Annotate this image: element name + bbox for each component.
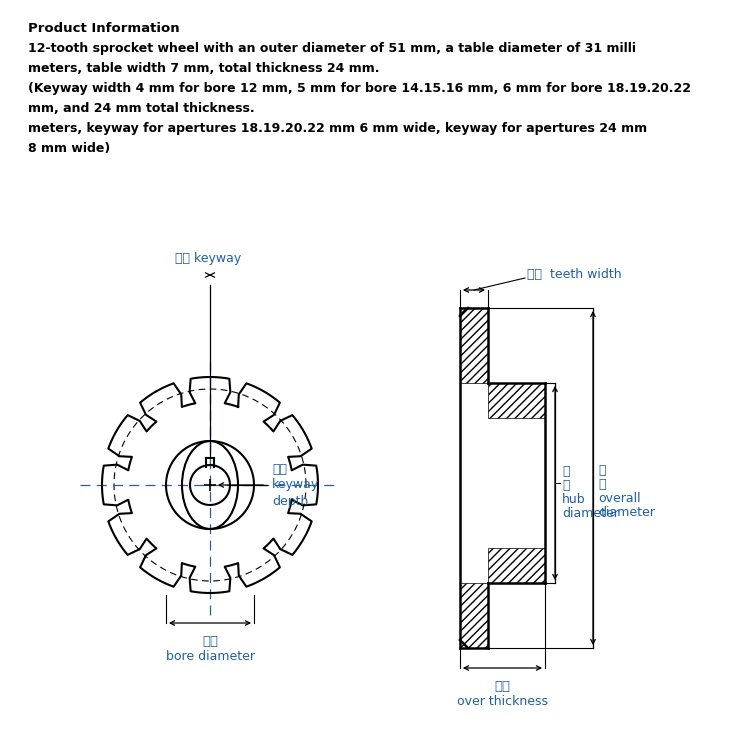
Text: diameter: diameter — [562, 507, 619, 520]
Text: 8 mm wide): 8 mm wide) — [28, 142, 110, 155]
Text: hub: hub — [562, 493, 586, 506]
Text: 键槽 keyway: 键槽 keyway — [175, 252, 242, 265]
Text: 12-tooth sprocket wheel with an outer diameter of 51 mm, a table diameter of 31 : 12-tooth sprocket wheel with an outer di… — [28, 42, 636, 55]
Text: 径: 径 — [562, 479, 569, 492]
Text: mm, and 24 mm total thickness.: mm, and 24 mm total thickness. — [28, 102, 254, 115]
Text: Product Information: Product Information — [28, 22, 180, 35]
Text: diameter: diameter — [598, 506, 655, 519]
Bar — [460, 583, 488, 648]
Text: 总厂: 总厂 — [494, 680, 511, 693]
Text: bore diameter: bore diameter — [166, 650, 254, 663]
Text: keyway: keyway — [272, 478, 320, 491]
Bar — [488, 548, 545, 583]
Text: depth: depth — [272, 495, 308, 508]
Text: meters, table width 7 mm, total thickness 24 mm.: meters, table width 7 mm, total thicknes… — [28, 62, 380, 75]
Bar — [488, 383, 545, 418]
Text: (Keyway width 4 mm for bore 12 mm, 5 mm for bore 14.15.16 mm, 6 mm for bore 18.1: (Keyway width 4 mm for bore 12 mm, 5 mm … — [28, 82, 691, 95]
Text: overall: overall — [598, 492, 640, 505]
Text: 径: 径 — [598, 478, 605, 491]
Text: 外: 外 — [598, 464, 605, 477]
Text: 键深: 键深 — [272, 463, 287, 476]
Text: 台: 台 — [562, 465, 569, 478]
Text: over thickness: over thickness — [457, 695, 548, 708]
Bar — [460, 308, 488, 383]
Text: 孔径: 孔径 — [202, 635, 218, 648]
Text: 片宽  teeth width: 片宽 teeth width — [527, 268, 622, 281]
Text: meters, keyway for apertures 18.19.20.22 mm 6 mm wide, keyway for apertures 24 m: meters, keyway for apertures 18.19.20.22… — [28, 122, 647, 135]
